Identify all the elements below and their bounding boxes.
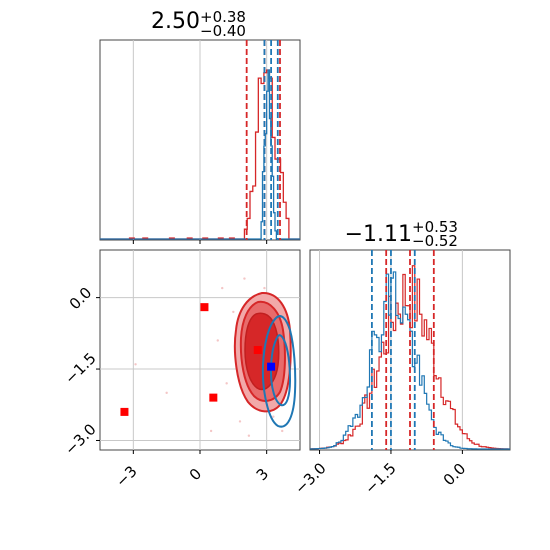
marker (253, 346, 262, 354)
x-tick-label: 3 (253, 465, 272, 484)
histogram-step (100, 69, 300, 240)
y-tick-label: 0.0 (66, 284, 96, 314)
quantile-lines (371, 250, 435, 450)
scatter-point (243, 277, 246, 280)
scatter-point (225, 382, 228, 385)
scatter-point (247, 434, 251, 437)
scatter-point (221, 286, 224, 290)
panel-bottom-right: −1.11 +0.53 −0.52 −3.0 −1.5 0.0 (291, 218, 511, 498)
title-lower: −0.40 (200, 22, 246, 40)
marker (200, 303, 209, 312)
histogram-step (100, 69, 300, 240)
scatter-point (209, 429, 213, 433)
x-tick-label: −3 (112, 462, 140, 490)
title-upper: +0.38 (200, 8, 246, 26)
marker (267, 362, 276, 371)
histogram-step (310, 271, 510, 450)
panel-top-left: 2.50 +0.38 −0.40 (99, 8, 301, 244)
y-tick-label: −3.0 (61, 420, 99, 458)
title-median: 2.50 (151, 9, 200, 34)
x-ticks (319, 450, 463, 454)
quantile-lines (245, 40, 281, 240)
scatter-point (216, 339, 219, 342)
scatter-point (165, 391, 168, 395)
blue-contour-outer (261, 315, 297, 428)
ticks (96, 297, 268, 454)
x-tick-label: 0.0 (440, 460, 470, 490)
red-contour-inner (244, 312, 280, 391)
contours (120, 277, 297, 437)
title-median: −1.11 (345, 222, 412, 247)
title-lower: −0.52 (412, 232, 458, 250)
scatter-point (281, 429, 284, 433)
histograms (100, 69, 300, 240)
scatter-point (134, 363, 137, 366)
panel-bottom-left: −1.5 0.0 −3.0 −3 0 3 (61, 249, 301, 491)
scatter-point (263, 286, 266, 290)
scatter-point (232, 310, 235, 314)
scatter-point (272, 415, 275, 418)
marker (209, 393, 218, 402)
marker (120, 407, 129, 416)
x-ticks (132, 240, 268, 244)
title-upper: +0.53 (412, 218, 458, 236)
x-tick-label: 0 (186, 465, 205, 484)
markers (120, 303, 276, 416)
x-tick-label: −1.5 (361, 459, 399, 497)
x-tick-label: −3.0 (291, 459, 329, 497)
y-tick-label: −1.5 (61, 349, 99, 387)
scatter-point (238, 420, 242, 423)
